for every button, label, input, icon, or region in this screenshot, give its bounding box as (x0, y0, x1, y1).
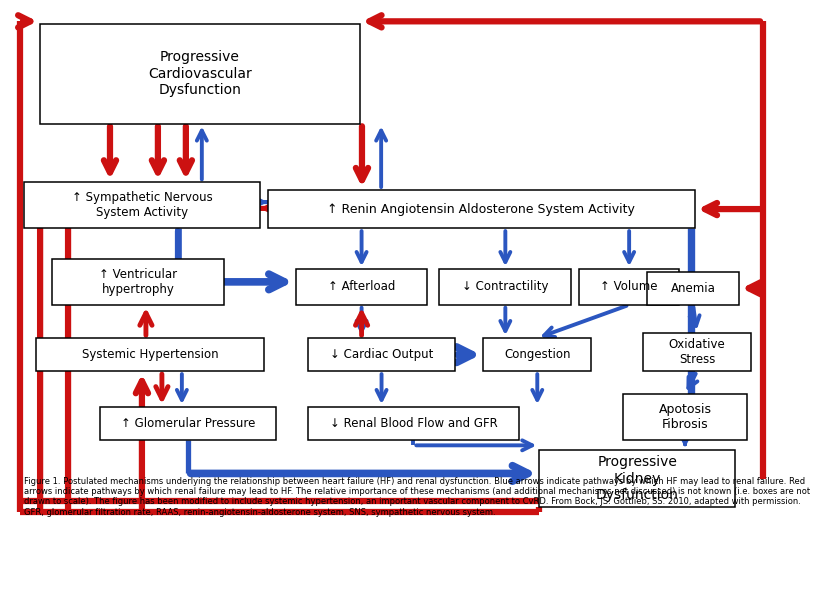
FancyBboxPatch shape (296, 269, 428, 305)
Text: ↑ Volume: ↑ Volume (601, 281, 658, 293)
Text: ↑ Sympathetic Nervous
System Activity: ↑ Sympathetic Nervous System Activity (72, 191, 212, 219)
FancyBboxPatch shape (40, 24, 359, 123)
FancyBboxPatch shape (268, 190, 695, 228)
Text: Congestion: Congestion (504, 348, 570, 361)
FancyBboxPatch shape (623, 394, 747, 440)
FancyBboxPatch shape (643, 333, 751, 371)
FancyBboxPatch shape (647, 272, 739, 305)
FancyBboxPatch shape (308, 338, 456, 371)
FancyBboxPatch shape (100, 407, 275, 440)
Text: Oxidative
Stress: Oxidative Stress (668, 338, 725, 366)
Text: Systemic Hypertension: Systemic Hypertension (82, 348, 218, 361)
FancyBboxPatch shape (36, 338, 264, 371)
Text: Figure 1. Postulated mechanisms underlying the relationship between heart failur: Figure 1. Postulated mechanisms underlyi… (24, 477, 810, 517)
Text: ↑ Ventricular
hypertrophy: ↑ Ventricular hypertrophy (99, 268, 177, 296)
Text: ↓ Contractility: ↓ Contractility (462, 281, 548, 293)
FancyBboxPatch shape (579, 269, 679, 305)
Text: Progressive
Kidney
Dysfunction: Progressive Kidney Dysfunction (596, 456, 679, 502)
FancyBboxPatch shape (52, 259, 224, 305)
FancyBboxPatch shape (308, 407, 519, 440)
Text: Anemia: Anemia (671, 282, 716, 294)
FancyBboxPatch shape (439, 269, 571, 305)
Text: Apotosis
Fibrosis: Apotosis Fibrosis (659, 403, 711, 432)
Text: ↓ Renal Blood Flow and GFR: ↓ Renal Blood Flow and GFR (329, 417, 497, 430)
FancyBboxPatch shape (540, 451, 735, 507)
Text: ↑ Afterload: ↑ Afterload (328, 281, 395, 293)
Text: ↑ Glomerular Pressure: ↑ Glomerular Pressure (121, 417, 255, 430)
FancyBboxPatch shape (483, 338, 591, 371)
Text: ↑ Renin Angiotensin Aldosterone System Activity: ↑ Renin Angiotensin Aldosterone System A… (328, 203, 636, 216)
Text: Progressive
Cardiovascular
Dysfunction: Progressive Cardiovascular Dysfunction (148, 50, 252, 97)
Text: ↓ Cardiac Output: ↓ Cardiac Output (330, 348, 434, 361)
FancyBboxPatch shape (24, 182, 260, 228)
